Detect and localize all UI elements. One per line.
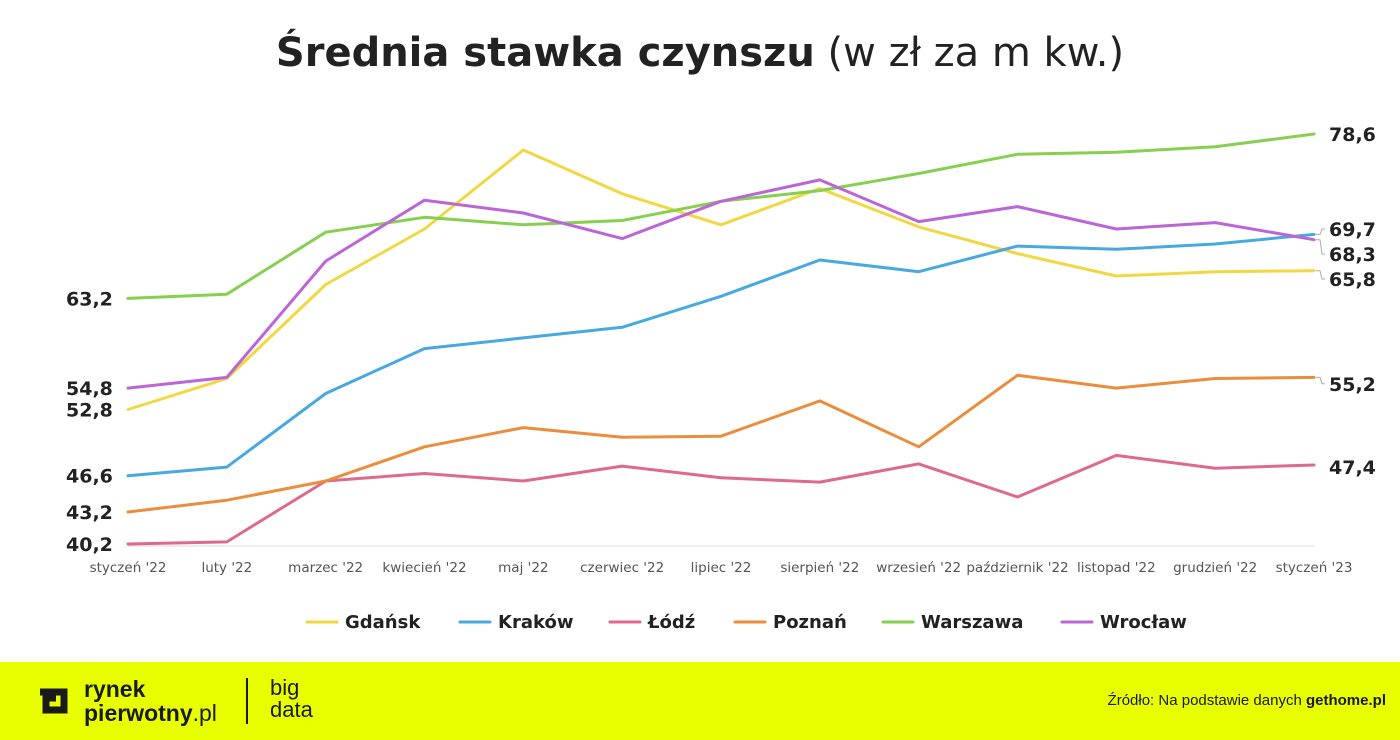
logo-divider [246, 678, 248, 724]
footer-bar: rynek pierwotny.pl big data Źródło: Na p… [0, 662, 1400, 740]
x-tick-label: sierpień '22 [780, 560, 859, 576]
x-tick-label: lipiec '22 [691, 560, 752, 576]
chart-title-unit: (w zł za m kw.) [827, 30, 1125, 76]
end-value-label: 47,4 [1329, 457, 1376, 479]
legend-label-warszawa: Warszawa [921, 612, 1023, 633]
source-prefix: Źródło: Na podstawie danych [1107, 692, 1306, 709]
x-tick-label: grudzień '22 [1173, 560, 1257, 576]
series-line-łódź [126, 453, 1316, 546]
value-leader-line [1316, 270, 1325, 280]
end-value-label: 68,3 [1329, 244, 1376, 266]
start-value-label: 40,2 [66, 534, 113, 556]
bigdata-word-big: big [270, 675, 300, 700]
rynek-pierwotny-logo-icon [40, 688, 68, 714]
brand-domain: .pl [192, 700, 217, 726]
series-line-gdańsk [126, 148, 1316, 411]
x-tick-label: maj '22 [498, 560, 548, 576]
x-tick-label: wrzesień '22 [876, 560, 961, 576]
bigdata-word-data: data [270, 697, 313, 722]
chart-title-main: Średnia stawka czynszu [275, 30, 815, 76]
x-tick-label: styczeń '23 [1276, 560, 1353, 576]
legend-label-kraków: Kraków [498, 612, 573, 633]
end-value-label: 55,2 [1329, 374, 1376, 396]
value-leader-line [1316, 228, 1325, 235]
start-value-label: 46,6 [66, 466, 113, 488]
brand-word-pierwotny: pierwotny [84, 700, 193, 726]
start-value-label: 63,2 [66, 288, 113, 310]
legend-label-poznań: Poznań [773, 612, 847, 633]
line-chart: styczeń '22 luty '22 marzec '22 kwiecień '2… [66, 124, 1376, 633]
x-tick-label: kwiecień '22 [382, 560, 466, 576]
bigdata-logo: big data [270, 677, 313, 721]
brand-logo-text: rynek pierwotny.pl [84, 677, 217, 725]
value-leader-line [1316, 376, 1325, 385]
x-tick-label: marzec '22 [288, 560, 363, 576]
x-tick-label: styczeń '22 [90, 560, 167, 576]
x-tick-label: październik '22 [966, 560, 1068, 576]
source-link: gethome.pl [1305, 692, 1386, 709]
series-line-wrocław [126, 178, 1316, 390]
source-note: Źródło: Na podstawie danych gethome.pl [1108, 692, 1386, 709]
x-tick-label: czerwiec '22 [580, 560, 664, 576]
series-line-kraków [126, 232, 1316, 478]
start-value-label: 52,8 [66, 399, 113, 421]
end-value-label: 69,7 [1329, 219, 1376, 241]
x-tick-label: listopad '22 [1077, 560, 1156, 576]
series-line-poznań [126, 373, 1316, 514]
end-value-label: 78,6 [1329, 124, 1376, 146]
legend-label-gdańsk: Gdańsk [345, 612, 421, 633]
legend-label-wrocław: Wrocław [1100, 612, 1187, 633]
x-tick-label: luty '22 [201, 560, 252, 576]
value-leader-line [1316, 239, 1325, 255]
brand-word-rynek: rynek [84, 676, 146, 702]
start-value-label: 54,8 [66, 378, 113, 400]
chart-title: Średnia stawka czynszu (w zł za m kw.) [0, 30, 1400, 76]
start-value-label: 43,2 [66, 502, 113, 524]
end-value-label: 65,8 [1329, 269, 1376, 291]
legend-label-łódź: Łódź [647, 612, 695, 633]
